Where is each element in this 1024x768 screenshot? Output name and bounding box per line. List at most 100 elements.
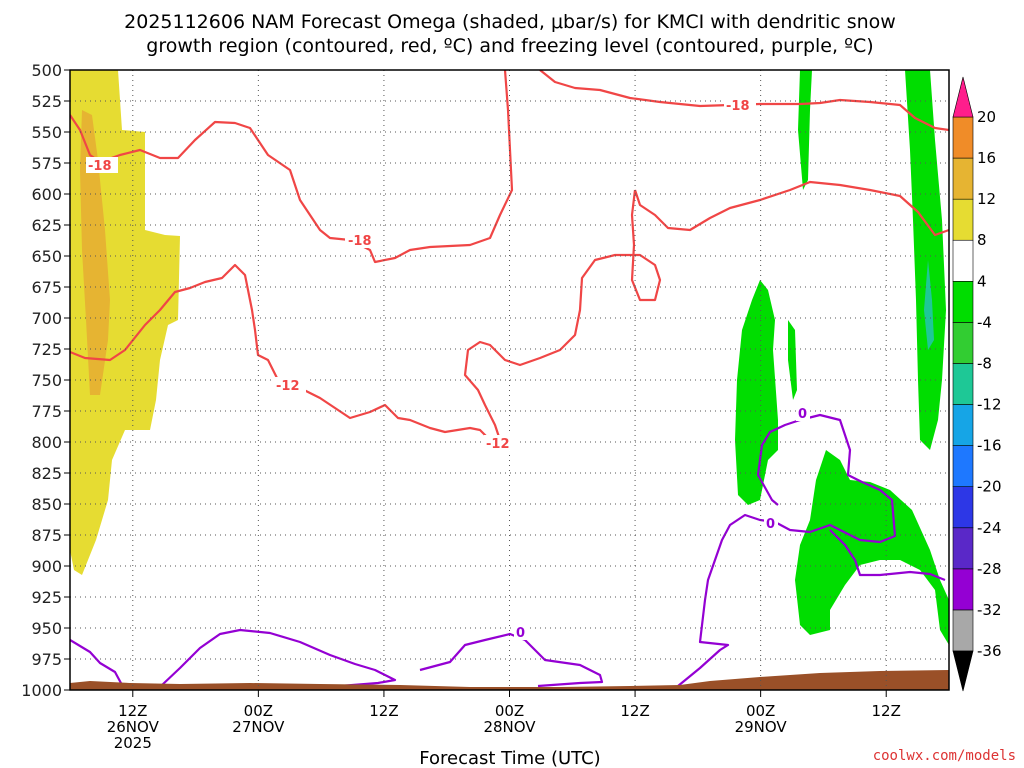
- dgz-contour-minus18-a: [70, 70, 514, 264]
- y-axis: 500 525 550 575 600 625 650 675 700 725 750 775 800 8…: [21, 61, 70, 700]
- contour-label-bg: [484, 435, 516, 451]
- y-tick-label: 625: [31, 216, 62, 235]
- dgz-label-3: -18: [726, 99, 750, 114]
- x-tick-label: 26NOV: [107, 718, 160, 736]
- y-tick-label: 950: [31, 619, 62, 638]
- colorbar: -36 -32 -28 -24 -20 -16 -12 -8 -4 4 8 12 16 20: [952, 76, 1002, 692]
- colorbar-bin: [952, 568, 974, 611]
- omega-shade-negative-b: [735, 280, 778, 505]
- freezing-contour-b: [161, 628, 397, 688]
- y-tick-label: 975: [31, 650, 62, 669]
- terrain-fill: [70, 670, 949, 690]
- y-tick-label: 1000: [21, 681, 62, 700]
- colorbar-tick-label: -36: [977, 642, 1002, 660]
- colorbar-under-triangle: [952, 650, 974, 692]
- y-tick-label: 600: [31, 185, 62, 204]
- omega-shade-negative-strong: [924, 260, 934, 350]
- colorbar-bin: [952, 404, 974, 446]
- colorbar-bin: [952, 363, 974, 405]
- freezing-contour-a: [70, 639, 123, 686]
- freezing-contour-c: [419, 632, 604, 688]
- y-tick-label: 900: [31, 557, 62, 576]
- x-tick-label: 00Z: [495, 702, 524, 720]
- colorbar-tick-label: -32: [977, 601, 1002, 619]
- y-tick-label: 700: [31, 309, 62, 328]
- freezing-contour-e: [829, 529, 946, 582]
- colorbar-bin: [952, 445, 974, 487]
- x-tick-label: 2025: [114, 734, 152, 752]
- x-tick-label: 27NOV: [232, 718, 285, 736]
- dgz-contour-minus18-c: [633, 180, 949, 237]
- dgz-contour-minus18-b: [539, 70, 949, 132]
- y-tick-label: 550: [31, 123, 62, 142]
- colorbar-bin: [952, 609, 974, 652]
- contour-label-bg: [274, 377, 306, 393]
- omega-shade-negative-d: [795, 450, 949, 645]
- chart-title-line2: growth region (contoured, red, ºC) and f…: [146, 35, 873, 57]
- x-tick-label: 12Z: [620, 702, 649, 720]
- y-tick-label: 750: [31, 371, 62, 390]
- x-tick-label: 12Z: [872, 702, 901, 720]
- contour-label-bg: [345, 232, 377, 248]
- colorbar-tick-label: -28: [977, 560, 1002, 578]
- colorbar-tick-label: 4: [977, 272, 987, 290]
- contour-label-bg: [724, 97, 756, 113]
- contour-label-bg: [796, 405, 810, 421]
- colorbar-tick-label: -4: [977, 313, 992, 331]
- freezing-label-1: 0: [798, 407, 807, 422]
- dgz-label-4: -12: [276, 379, 300, 394]
- y-tick-label: 675: [31, 278, 62, 297]
- dgz-contour-minus12-a: [70, 263, 491, 441]
- y-tick-label: 575: [31, 154, 62, 173]
- omega-shade-positive-b: [80, 110, 110, 395]
- dgz-label-2: -18: [348, 234, 372, 249]
- contour-label-bg: [514, 624, 528, 640]
- y-tick-label: 825: [31, 464, 62, 483]
- x-axis-label: Forecast Time (UTC): [419, 748, 600, 768]
- colorbar-bin: [952, 527, 974, 570]
- colorbar-tick-label: 12: [977, 190, 996, 208]
- y-tick-label: 525: [31, 92, 62, 111]
- contour-label-bg: [764, 515, 778, 531]
- dgz-label-5: -12: [486, 437, 510, 452]
- colorbar-tick-label: -24: [977, 519, 1002, 537]
- colorbar-bin: [952, 239, 974, 282]
- contour-label-bg: [86, 157, 118, 173]
- colorbar-bin: [952, 157, 974, 200]
- colorbar-tick-label: 20: [977, 108, 996, 126]
- y-tick-label: 875: [31, 526, 62, 545]
- freezing-contour-d: [677, 413, 897, 687]
- y-tick-label: 775: [31, 402, 62, 421]
- contour-labels: -18 -18 -18 -12 -12 0 0 0: [86, 97, 810, 641]
- dgz-contour-minus18-d: [463, 189, 662, 441]
- omega-shade-negative-e: [905, 70, 946, 450]
- colorbar-bin: [952, 281, 974, 323]
- y-tick-label: 800: [31, 433, 62, 452]
- y-tick-label: 500: [31, 61, 62, 80]
- x-tick-label: 12Z: [369, 702, 398, 720]
- omega-shade-negative-c: [788, 320, 797, 400]
- y-tick-label: 650: [31, 247, 62, 266]
- y-tick-label: 725: [31, 340, 62, 359]
- plot-area: [70, 70, 949, 690]
- x-tick-label: 00Z: [746, 702, 775, 720]
- grid-lines: [70, 70, 949, 690]
- freezing-label-2: 0: [766, 517, 775, 532]
- colorbar-tick-label: 16: [977, 149, 996, 167]
- colorbar-bin: [952, 198, 974, 241]
- y-tick-label: 925: [31, 588, 62, 607]
- colorbar-tick-label: -16: [977, 437, 1002, 455]
- freezing-label-3: 0: [516, 626, 525, 641]
- x-tick-label: 00Z: [244, 702, 273, 720]
- x-tick-label: 28NOV: [483, 718, 536, 736]
- chart-title-line1: 2025112606 NAM Forecast Omega (shaded, μ…: [124, 11, 896, 33]
- y-tick-label: 850: [31, 495, 62, 514]
- colorbar-bin: [952, 322, 974, 364]
- colorbar-bin: [952, 486, 974, 529]
- x-tick-label: 12Z: [118, 702, 147, 720]
- dgz-label-1: -18: [88, 159, 112, 174]
- colorbar-tick-label: -12: [977, 396, 1002, 414]
- colorbar-tick-label: 8: [977, 231, 987, 249]
